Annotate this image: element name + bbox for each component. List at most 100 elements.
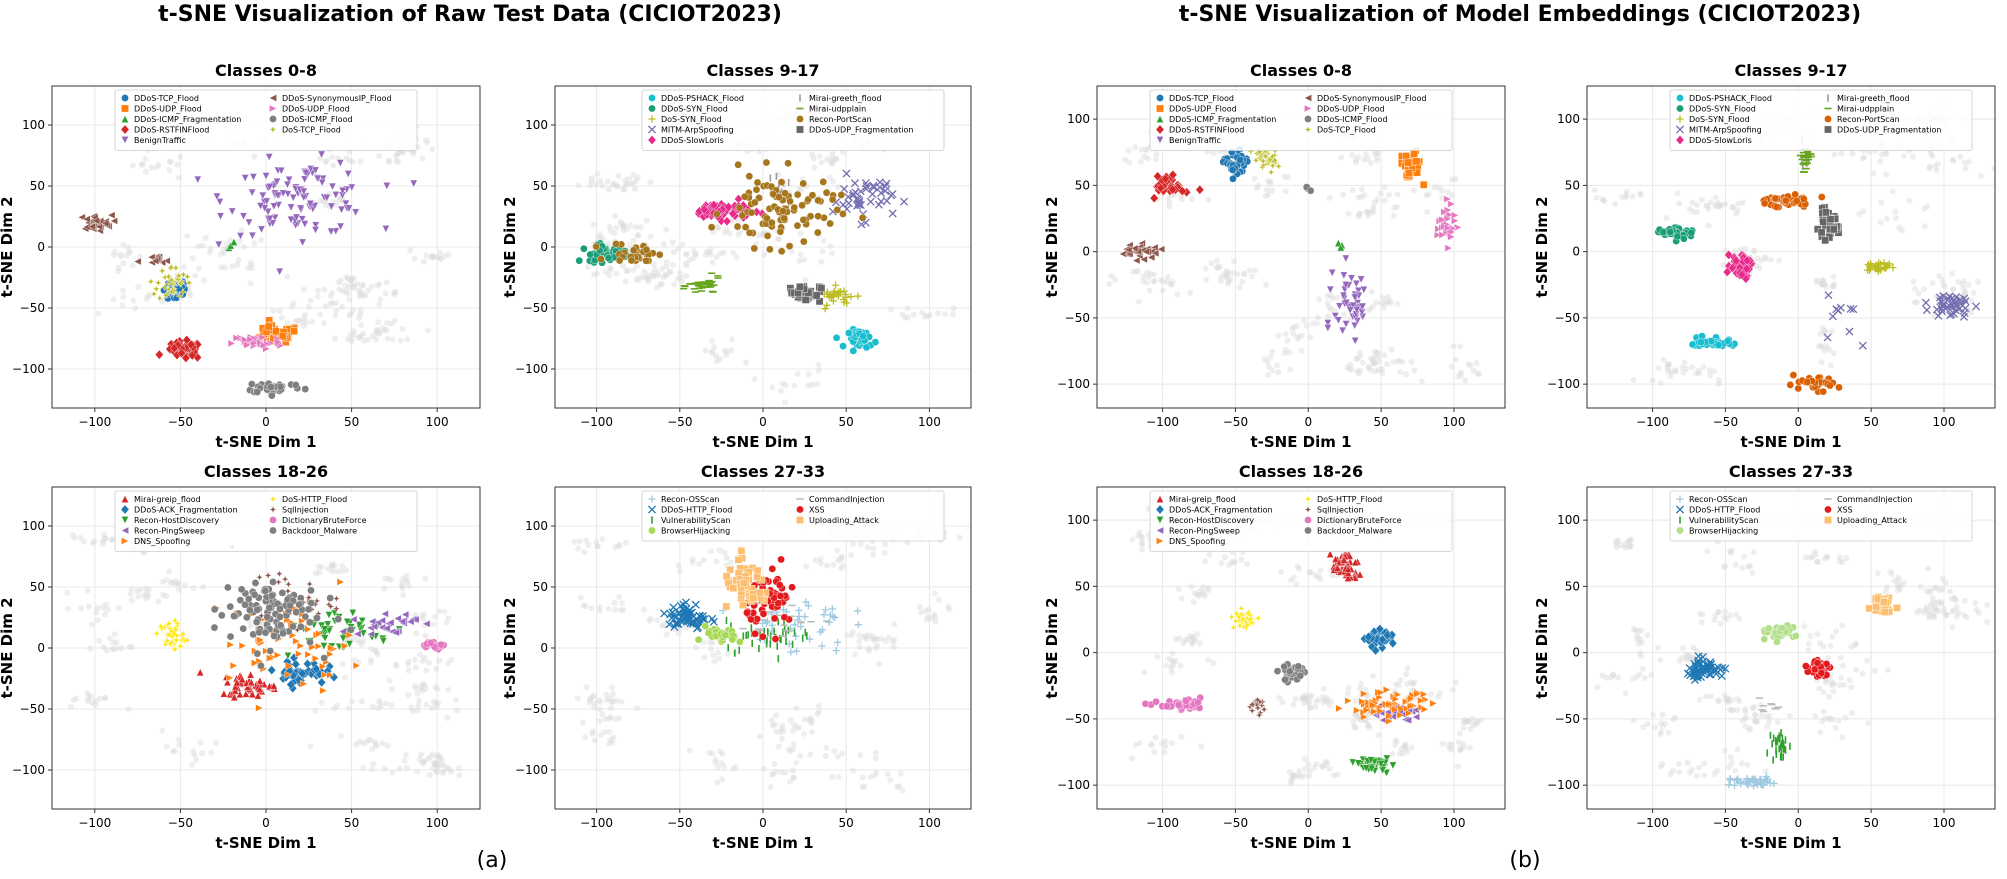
- background-point: [1452, 176, 1459, 183]
- background-point: [1818, 277, 1825, 284]
- data-point: [1388, 638, 1398, 649]
- background-point: [172, 580, 179, 587]
- data-point: [792, 632, 800, 640]
- background-point: [377, 296, 384, 303]
- y-tick-label: −50: [1065, 311, 1090, 325]
- background-point: [924, 616, 931, 623]
- data-point: [273, 651, 282, 660]
- data-point: [665, 620, 674, 629]
- background-point: [630, 267, 637, 274]
- data-point: [1742, 263, 1752, 274]
- background-point: [782, 381, 789, 388]
- data-point: [670, 610, 679, 619]
- data-point: [1369, 701, 1378, 709]
- background-point: [1826, 346, 1833, 353]
- background-point: [1704, 203, 1711, 210]
- data-point: [1405, 169, 1413, 177]
- data-point: [775, 581, 784, 589]
- background-point: [807, 751, 814, 758]
- background-point: [434, 254, 441, 261]
- background-point: [1391, 204, 1398, 211]
- background-point: [824, 156, 831, 163]
- data-point: [733, 222, 742, 231]
- background-point: [730, 766, 737, 773]
- background-point: [1282, 331, 1289, 338]
- background-point: [78, 605, 85, 612]
- background-point: [113, 639, 120, 646]
- background-point: [1174, 291, 1181, 298]
- data-point: [268, 591, 276, 600]
- data-point: [167, 287, 176, 297]
- background-point: [1374, 149, 1381, 156]
- background-point: [818, 258, 825, 265]
- background-point: [1448, 746, 1455, 753]
- data-point: [1375, 624, 1385, 634]
- background-point: [235, 256, 242, 263]
- background-point: [346, 312, 353, 319]
- background-point: [671, 281, 678, 288]
- background-point: [420, 616, 427, 623]
- background-point: [647, 615, 654, 622]
- background-point: [1935, 160, 1942, 167]
- data-point: [1349, 301, 1358, 310]
- data-point: [1944, 295, 1953, 304]
- background-point: [1162, 743, 1169, 750]
- background-point: [806, 717, 813, 724]
- data-point: [1880, 259, 1888, 267]
- data-point: [781, 189, 789, 198]
- series-7: [680, 272, 722, 293]
- data-point: [1858, 341, 1867, 350]
- background-point: [354, 280, 361, 287]
- data-point: [243, 341, 252, 349]
- background-point: [876, 661, 883, 668]
- data-point: [171, 625, 181, 634]
- data-point: [382, 182, 391, 191]
- background-point: [690, 247, 697, 254]
- background-point: [663, 226, 670, 233]
- background-point: [802, 276, 809, 283]
- background-point: [692, 251, 699, 258]
- data-point: [284, 652, 292, 660]
- background-point: [393, 152, 400, 159]
- background-point: [1672, 367, 1679, 374]
- background-point: [1366, 724, 1373, 731]
- background-point: [719, 751, 726, 758]
- background-point: [437, 753, 444, 760]
- background-point: [1689, 364, 1696, 371]
- data-point: [1168, 169, 1178, 180]
- background-point: [829, 250, 836, 257]
- background-point: [1267, 180, 1274, 187]
- background-point: [620, 606, 627, 613]
- background-point: [315, 563, 322, 570]
- background-point: [1187, 289, 1194, 296]
- background-point: [448, 656, 455, 663]
- data-point: [319, 686, 328, 695]
- data-point: [763, 232, 772, 240]
- background-point: [1288, 780, 1295, 787]
- background-point: [872, 755, 879, 762]
- background-point: [221, 264, 228, 271]
- background-point: [686, 747, 693, 754]
- background-point: [1210, 660, 1217, 667]
- background-point: [290, 300, 297, 307]
- background-point: [421, 682, 428, 689]
- background-point: [303, 319, 310, 326]
- background-point: [1813, 277, 1820, 284]
- background-point: [1379, 294, 1386, 301]
- background-point: [620, 223, 627, 230]
- data-point: [797, 622, 805, 631]
- background-point: [1371, 360, 1378, 367]
- data-point: [154, 278, 163, 287]
- background-point: [574, 695, 581, 702]
- x-tick-label: −50: [1223, 415, 1248, 429]
- data-point: [1877, 260, 1885, 268]
- background-point: [1921, 223, 1928, 230]
- background-point: [84, 690, 91, 697]
- background-point: [622, 539, 629, 546]
- data-point: [850, 179, 860, 188]
- series-6: [152, 616, 192, 654]
- background-point: [605, 605, 612, 612]
- background-point: [320, 319, 327, 326]
- legend-label: DDoS-ICMP_Flood: [282, 115, 353, 124]
- data-point: [692, 619, 701, 628]
